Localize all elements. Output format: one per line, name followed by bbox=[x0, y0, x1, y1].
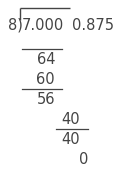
Text: 64: 64 bbox=[36, 52, 55, 67]
Text: 7.000: 7.000 bbox=[22, 18, 64, 33]
Text: 0.875: 0.875 bbox=[72, 18, 114, 33]
Text: 40: 40 bbox=[61, 132, 80, 147]
Text: 56: 56 bbox=[36, 92, 55, 107]
Text: 40: 40 bbox=[61, 112, 80, 127]
Text: 8): 8) bbox=[8, 18, 23, 33]
Text: 0: 0 bbox=[79, 152, 88, 167]
Text: 60: 60 bbox=[36, 72, 55, 87]
